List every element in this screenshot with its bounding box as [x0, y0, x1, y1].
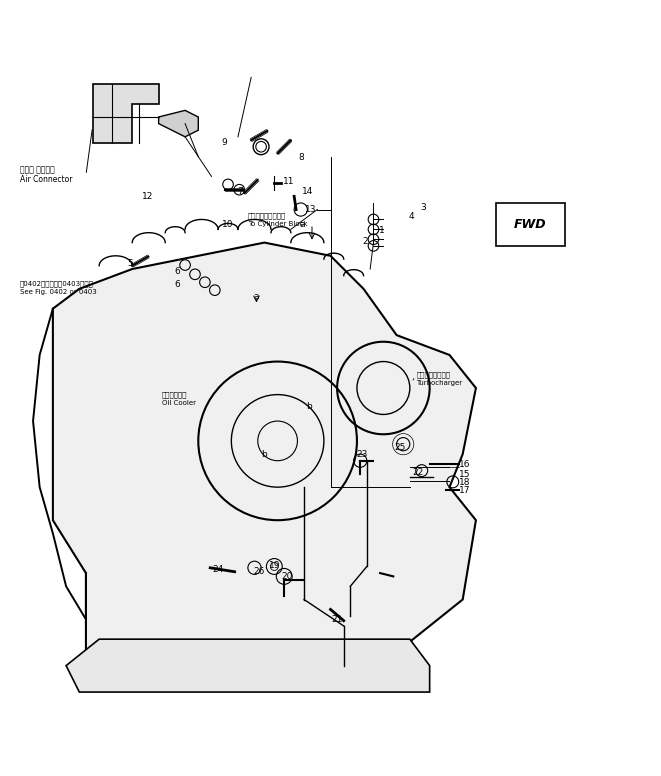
Text: ターボチャージャ: ターボチャージャ: [416, 372, 450, 378]
Text: エアー コネクタ: エアー コネクタ: [20, 165, 55, 175]
Text: 11: 11: [283, 177, 295, 185]
Text: 3: 3: [420, 203, 426, 212]
Text: 8: 8: [298, 154, 303, 162]
Text: 19: 19: [268, 560, 280, 570]
Text: See Fig. 0402 or 0403: See Fig. 0402 or 0403: [20, 289, 97, 295]
Text: 12: 12: [142, 192, 154, 201]
Text: 14: 14: [301, 186, 313, 196]
Text: Turbocharger: Turbocharger: [416, 379, 463, 386]
Text: 1: 1: [379, 226, 385, 235]
Polygon shape: [159, 110, 198, 137]
Text: Air Connector: Air Connector: [20, 175, 72, 184]
Text: 18: 18: [459, 478, 471, 487]
Text: 17: 17: [459, 486, 471, 495]
Text: a: a: [299, 220, 305, 229]
Text: 20: 20: [282, 572, 293, 581]
Text: 22: 22: [412, 468, 424, 477]
Text: 15: 15: [459, 470, 471, 479]
Text: 21: 21: [331, 615, 343, 624]
Text: 7: 7: [237, 186, 243, 196]
Text: 10: 10: [222, 220, 234, 229]
Text: 26: 26: [253, 567, 265, 577]
Text: 9: 9: [222, 137, 227, 147]
Text: 6: 6: [175, 266, 180, 275]
Text: 23: 23: [356, 449, 368, 459]
Text: 25: 25: [394, 443, 406, 452]
FancyBboxPatch shape: [496, 203, 565, 246]
Text: オイルクーラ: オイルクーラ: [162, 391, 188, 398]
Polygon shape: [93, 84, 159, 144]
Text: 第0402図または第0403図参照: 第0402図または第0403図参照: [20, 280, 94, 287]
Text: To Cylinder Block: To Cylinder Block: [248, 221, 307, 227]
Text: FWD: FWD: [514, 218, 547, 231]
Text: Oil Cooler: Oil Cooler: [162, 400, 196, 406]
Text: シリンダブロックへ: シリンダブロックへ: [248, 213, 286, 220]
Text: 16: 16: [459, 459, 471, 469]
Text: 13: 13: [305, 205, 317, 214]
Text: a: a: [254, 293, 259, 301]
Text: 4: 4: [408, 213, 414, 221]
Text: b: b: [262, 449, 267, 459]
Text: 2: 2: [362, 237, 368, 246]
Polygon shape: [53, 243, 476, 679]
Text: 24: 24: [212, 565, 224, 573]
Text: 6: 6: [175, 279, 180, 289]
Text: b: b: [307, 402, 312, 411]
Text: 5: 5: [128, 259, 133, 268]
Polygon shape: [66, 639, 430, 692]
